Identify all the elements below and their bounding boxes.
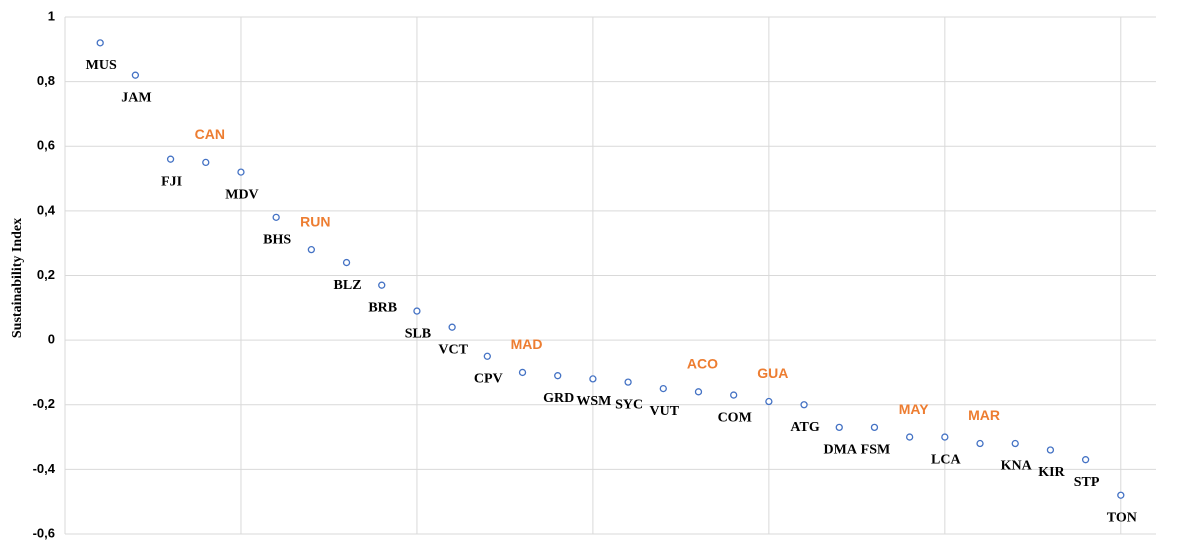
point-label: MDV (225, 187, 258, 202)
point (448, 323, 456, 331)
point-label: BRB (368, 300, 397, 315)
point-label: FSM (861, 443, 891, 458)
point-label: BHS (263, 233, 291, 248)
point-label: MAR (968, 407, 1000, 423)
point (941, 433, 949, 441)
point-label: SLB (405, 326, 431, 341)
point (835, 423, 843, 432)
point (870, 423, 879, 432)
y-tick-label: 1 (48, 8, 55, 23)
point (237, 168, 245, 176)
point-label: GUA (757, 365, 788, 381)
point (659, 384, 667, 393)
point-label: ACO (687, 356, 718, 372)
point-label: MUS (86, 58, 117, 73)
point-label: LCA (931, 452, 961, 467)
y-tick-label: 0,2 (37, 267, 55, 282)
point-label: MAY (899, 401, 929, 417)
y-tick-label: -0,2 (33, 396, 55, 411)
point-label: SYC (615, 397, 643, 412)
point (694, 388, 703, 396)
point-label: ATG (790, 420, 819, 435)
point (307, 245, 316, 254)
point (800, 401, 808, 409)
point-label: STP (1074, 475, 1100, 490)
point (518, 368, 527, 377)
point-label: TON (1107, 510, 1137, 525)
point (765, 397, 773, 406)
point-label: CAN (195, 126, 225, 142)
point-label: JAM (121, 90, 151, 105)
y-tick-label: 0,8 (37, 73, 55, 88)
point-label: COM (718, 410, 752, 425)
point (1117, 491, 1125, 499)
point (1011, 439, 1019, 448)
point-label: KNA (1001, 459, 1033, 474)
point-label: RUN (300, 213, 330, 229)
point (905, 433, 914, 441)
point (730, 391, 738, 399)
point-label: BLZ (334, 278, 362, 293)
y-tick-label: 0,6 (37, 138, 55, 153)
y-tick-label: -0,6 (33, 525, 55, 540)
point-label: VUT (650, 404, 680, 419)
point (413, 307, 421, 315)
y-tick-label: 0,4 (37, 202, 56, 217)
point (166, 155, 175, 163)
point (1046, 446, 1055, 454)
point (976, 439, 984, 448)
point (1081, 456, 1090, 464)
point (554, 372, 562, 380)
point-label: WSM (576, 394, 611, 409)
point-label: GRD (543, 391, 574, 406)
point (96, 39, 104, 47)
point-label: VCT (438, 342, 468, 357)
point (131, 71, 140, 79)
point (342, 258, 351, 267)
point (589, 375, 597, 383)
point-label: FJI (161, 174, 182, 189)
point (483, 352, 491, 360)
point-label: CPV (474, 372, 503, 387)
y-tick-label: 0 (48, 332, 55, 347)
point (272, 213, 280, 221)
point-label: DMA (824, 443, 858, 458)
point-label: MAD (511, 336, 543, 352)
point (202, 158, 210, 167)
point (624, 378, 632, 386)
y-axis-title: Sustainability Index (10, 218, 25, 338)
point (378, 281, 386, 289)
point-label: KIR (1038, 465, 1065, 480)
y-tick-label: -0,4 (33, 461, 56, 476)
